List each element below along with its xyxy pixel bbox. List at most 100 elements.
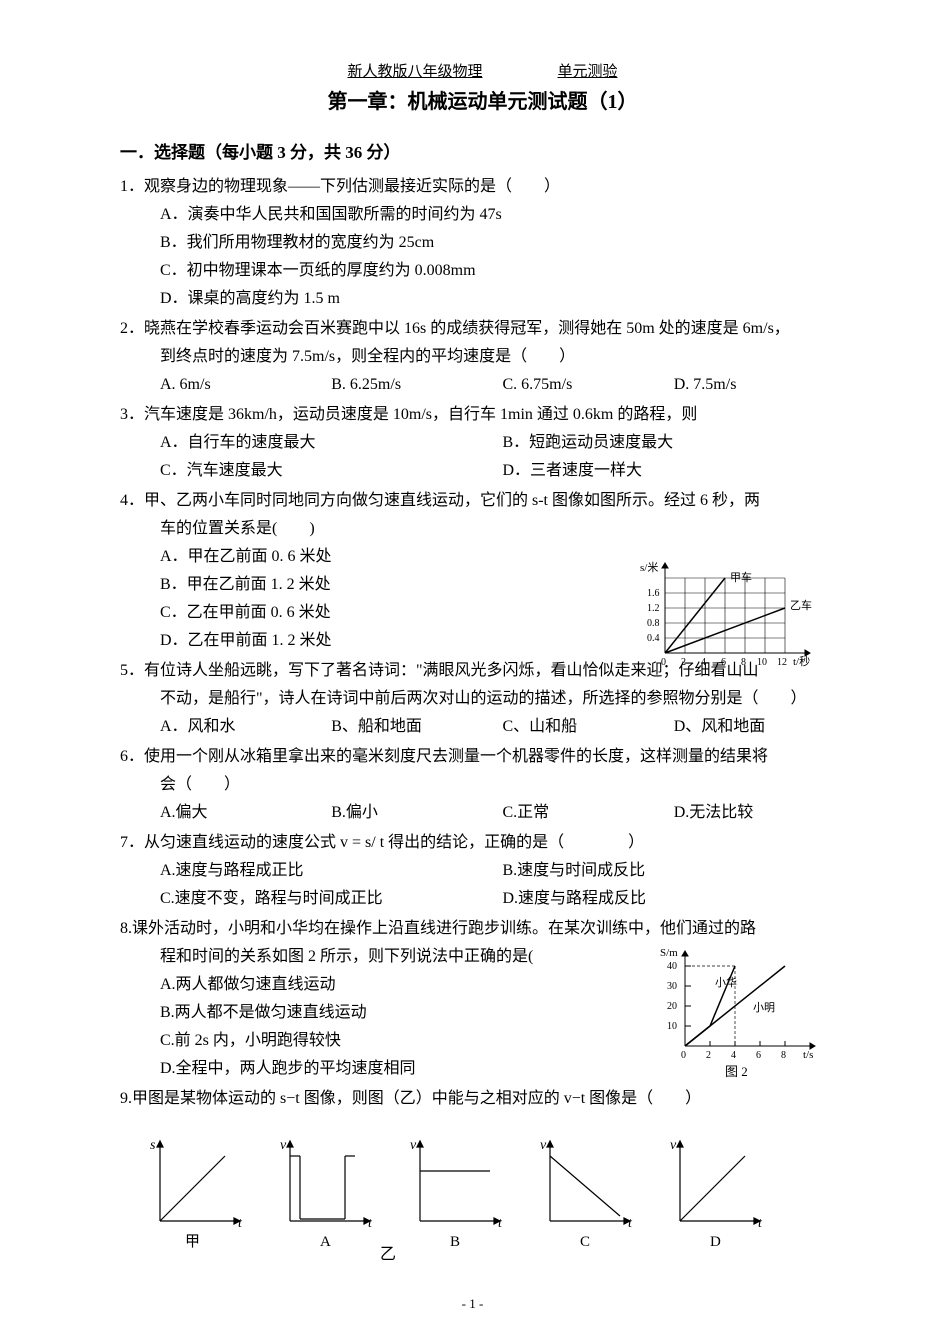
svg-text:t: t — [368, 1216, 373, 1231]
svg-text:6: 6 — [756, 1050, 761, 1061]
q7-option-d: D.速度与路程成反比 — [503, 885, 846, 913]
svg-text:t: t — [628, 1216, 633, 1231]
q2-stem-1: 2．晓燕在学校春季运动会百米赛跑中以 16s 的成绩获得冠军，测得她在 50m … — [120, 315, 845, 343]
q2-option-a: A. 6m/s — [160, 371, 331, 399]
page-header: 新人教版八年级物理 单元测验 — [120, 60, 845, 81]
question-4: 4．甲、乙两小车同时同地同方向做匀速直线运动，它们的 s-t 图像如图所示。经过… — [120, 487, 845, 655]
q6-stem-2: 会（ ） — [120, 771, 845, 799]
q4-stem-2: 车的位置关系是( ) — [120, 515, 845, 543]
svg-text:8: 8 — [781, 1050, 786, 1061]
q9-panels: s t 甲 v t A — [120, 1131, 845, 1261]
q8-chart: S/m 40 30 20 10 0 2 4 6 8 t/s 小华 小明 图 2 — [655, 941, 825, 1086]
q3-stem: 3．汽车速度是 36km/h，运动员速度是 10m/s，自行车 1min 通过 … — [120, 401, 845, 429]
header-right: 单元测验 — [558, 64, 618, 80]
svg-text:t: t — [758, 1216, 763, 1231]
svg-text:S/m: S/m — [660, 947, 678, 959]
svg-text:0: 0 — [681, 1050, 686, 1061]
header-left: 新人教版八年级物理 — [347, 64, 482, 80]
q1-option-b: B．我们所用物理教材的宽度约为 25cm — [160, 229, 845, 257]
q7-option-a: A.速度与路程成正比 — [160, 857, 503, 885]
svg-text:2: 2 — [706, 1050, 711, 1061]
question-6: 6．使用一个刚从冰箱里拿出来的毫米刻度尺去测量一个机器零件的长度，这样测量的结果… — [120, 743, 845, 827]
q5-option-c: C、山和船 — [503, 713, 674, 741]
svg-text:s/米: s/米 — [640, 561, 658, 574]
svg-text:v: v — [670, 1138, 677, 1153]
svg-text:图 2: 图 2 — [725, 1064, 748, 1079]
q8-option-a: A.两人都做匀速直线运动 — [160, 971, 595, 999]
question-8: 8.课外活动时，小明和小华均在操作上沿直线进行跑步训练。在某次训练中，他们通过的… — [120, 915, 845, 1083]
svg-text:C: C — [580, 1234, 590, 1250]
svg-text:20: 20 — [667, 1001, 677, 1012]
svg-text:t/s: t/s — [803, 1049, 813, 1061]
svg-text:乙: 乙 — [380, 1246, 396, 1261]
question-2: 2．晓燕在学校春季运动会百米赛跑中以 16s 的成绩获得冠军，测得她在 50m … — [120, 315, 845, 399]
question-1: 1．观察身边的物理现象——下列估测最接近实际的是（ ） A．演奏中华人民共和国国… — [120, 173, 845, 313]
q3-option-b: B．短跑运动员速度最大 — [503, 429, 846, 457]
q7-option-c: C.速度不变，路程与时间成正比 — [160, 885, 503, 913]
q9-stem: 9.甲图是某物体运动的 s−t 图像，则图（乙）中能与之相对应的 v−t 图像是… — [120, 1085, 845, 1113]
q6-option-b: B.偏小 — [331, 799, 502, 827]
svg-text:甲: 甲 — [185, 1234, 200, 1250]
svg-text:1.6: 1.6 — [647, 588, 660, 599]
page-title: 第一章：机械运动单元测试题（1） — [120, 85, 845, 114]
svg-text:t: t — [238, 1216, 243, 1231]
svg-text:4: 4 — [731, 1050, 736, 1061]
q4-option-b: B．甲在乙前面 1. 2 米处 — [160, 571, 559, 599]
q4-option-d: D．乙在甲前面 1. 2 米处 — [160, 627, 559, 655]
q2-stem-2: 到终点时的速度为 7.5m/s，则全程内的平均速度是（ ） — [120, 343, 845, 371]
q5-option-a: A．风和水 — [160, 713, 331, 741]
q7-option-b: B.速度与时间成反比 — [503, 857, 846, 885]
svg-text:s: s — [150, 1138, 156, 1153]
q2-option-d: D. 7.5m/s — [674, 371, 845, 399]
q1-stem: 1．观察身边的物理现象——下列估测最接近实际的是（ ） — [120, 173, 845, 201]
q6-option-d: D.无法比较 — [674, 799, 845, 827]
svg-text:t: t — [498, 1216, 503, 1231]
svg-text:甲车: 甲车 — [730, 570, 752, 584]
svg-text:小华: 小华 — [715, 975, 737, 989]
section-1-title: 一．选择题（每小题 3 分，共 36 分） — [120, 138, 845, 163]
svg-text:30: 30 — [667, 981, 677, 992]
q4-stem-1: 4．甲、乙两小车同时同地同方向做匀速直线运动，它们的 s-t 图像如图所示。经过… — [120, 487, 845, 515]
q1-option-a: A．演奏中华人民共和国国歌所需的时间约为 47s — [160, 201, 845, 229]
q7-stem: 7．从匀速直线运动的速度公式 v = s/ t 得出的结论，正确的是（ ） — [120, 829, 845, 857]
q2-option-c: C. 6.75m/s — [503, 371, 674, 399]
svg-text:B: B — [450, 1234, 460, 1250]
q5-stem-2: 不动，是船行"，诗人在诗词中前后两次对山的运动的描述，所选择的参照物分别是（ ） — [120, 685, 845, 713]
svg-text:v: v — [540, 1138, 547, 1153]
q8-option-b: B.两人都不是做匀速直线运动 — [160, 999, 595, 1027]
question-3: 3．汽车速度是 36km/h，运动员速度是 10m/s，自行车 1min 通过 … — [120, 401, 845, 485]
q4-chart: s/米 1.6 1.2 0.8 0.4 0 2 4 6 8 10 12 t/秒 … — [635, 553, 825, 673]
q3-option-d: D．三者速度一样大 — [503, 457, 846, 485]
question-5: 5．有位诗人坐船远眺，写下了著名诗词："满眼风光多闪烁，看山恰似走来迎；仔细看山… — [120, 657, 845, 741]
svg-text:D: D — [710, 1234, 721, 1250]
q2-option-b: B. 6.25m/s — [331, 371, 502, 399]
q8-option-d: D.全程中，两人跑步的平均速度相同 — [160, 1055, 595, 1083]
q5-stem-1: 5．有位诗人坐船远眺，写下了著名诗词："满眼风光多闪烁，看山恰似走来迎；仔细看山… — [120, 657, 845, 685]
svg-text:小明: 小明 — [753, 1001, 775, 1014]
question-9: 9.甲图是某物体运动的 s−t 图像，则图（乙）中能与之相对应的 v−t 图像是… — [120, 1085, 845, 1261]
q4-option-a: A．甲在乙前面 0. 6 米处 — [160, 543, 559, 571]
svg-text:乙车: 乙车 — [790, 598, 812, 612]
page-number: - 1 - — [0, 1296, 945, 1312]
svg-text:1.2: 1.2 — [647, 603, 660, 614]
q6-option-c: C.正常 — [503, 799, 674, 827]
svg-text:0.4: 0.4 — [647, 633, 660, 644]
q1-option-c: C．初中物理课本一页纸的厚度约为 0.008mm — [160, 257, 845, 285]
q8-option-c: C.前 2s 内，小明跑得较快 — [160, 1027, 595, 1055]
q3-option-a: A．自行车的速度最大 — [160, 429, 503, 457]
q6-stem-1: 6．使用一个刚从冰箱里拿出来的毫米刻度尺去测量一个机器零件的长度，这样测量的结果… — [120, 743, 845, 771]
q5-option-b: B、船和地面 — [331, 713, 502, 741]
svg-text:10: 10 — [667, 1021, 677, 1032]
q8-stem-1: 8.课外活动时，小明和小华均在操作上沿直线进行跑步训练。在某次训练中，他们通过的… — [120, 915, 845, 943]
svg-text:0.8: 0.8 — [647, 618, 660, 629]
q1-option-d: D．课桌的高度约为 1.5 m — [160, 285, 845, 313]
q3-option-c: C．汽车速度最大 — [160, 457, 503, 485]
svg-text:v: v — [280, 1138, 287, 1153]
svg-text:v: v — [410, 1138, 417, 1153]
q6-option-a: A.偏大 — [160, 799, 331, 827]
question-7: 7．从匀速直线运动的速度公式 v = s/ t 得出的结论，正确的是（ ） A.… — [120, 829, 845, 913]
svg-text:A: A — [320, 1234, 331, 1250]
q4-option-c: C．乙在甲前面 0. 6 米处 — [160, 599, 559, 627]
q5-option-d: D、风和地面 — [674, 713, 845, 741]
svg-text:40: 40 — [667, 961, 677, 972]
